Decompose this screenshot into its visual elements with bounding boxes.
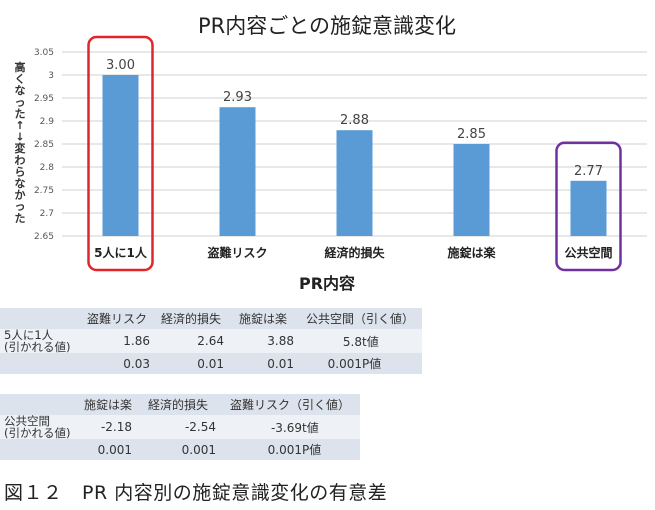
- row-label: 5人に1人 (引かれる値): [0, 329, 80, 353]
- category-label: 経済的損失: [324, 245, 385, 260]
- y-tick-label: 3: [48, 71, 54, 81]
- table-row-t: 公共空間 (引かれる値) -2.18 -2.54 -3.69t値: [0, 415, 360, 439]
- p-value: 0.001: [302, 357, 362, 371]
- t-label: t値: [362, 335, 379, 349]
- t-value-cell: -2.54: [136, 415, 220, 439]
- table-header-cell: 公共空間（引く値）: [298, 308, 422, 329]
- t-value-cell: -2.18: [80, 415, 136, 439]
- value-label: 3.00: [106, 58, 135, 73]
- p-value-cell: 0.001P値: [220, 439, 360, 460]
- t-value-cell: -3.69t値: [220, 415, 360, 439]
- category-label: 公共空間: [564, 245, 612, 260]
- y-tick-label: 2.85: [34, 140, 54, 150]
- value-label: 2.93: [223, 90, 252, 105]
- category-label: 施錠は楽: [447, 245, 496, 260]
- t-value-cell: 5.8t値: [298, 329, 422, 353]
- table-header-cell: [0, 308, 80, 329]
- t-value: 5.8: [302, 335, 362, 349]
- table-header-cell: 盗難リスク: [80, 308, 154, 329]
- t-value-cell: 2.64: [154, 329, 228, 353]
- y-tick-label: 2.95: [34, 94, 54, 104]
- chart-title: PR内容ごとの施錠意識変化: [198, 14, 456, 38]
- p-value-cell: 0.001: [136, 439, 220, 460]
- bars: [103, 75, 607, 236]
- table-header-cell: 盗難リスク（引く値）: [220, 394, 360, 415]
- table-row-p: 0.001 0.001 0.001P値: [0, 439, 360, 460]
- y-tick-label: 2.75: [34, 186, 54, 196]
- table-header-cell: 施錠は楽: [228, 308, 298, 329]
- y-tick-label: 2.9: [40, 117, 55, 127]
- table-header-row: 盗難リスク 経済的損失 施錠は楽 公共空間（引く値）: [0, 308, 422, 329]
- t-value-cell: 1.86: [80, 329, 154, 353]
- y-tick-label: 2.65: [34, 232, 54, 242]
- p-value-cell: 0.01: [154, 353, 228, 374]
- p-value-cell: 0.01: [228, 353, 298, 374]
- table-header-cell: 経済的損失: [136, 394, 220, 415]
- value-label: 2.85: [457, 127, 486, 142]
- ttest-table-koukyoukuukan: 施錠は楽 経済的損失 盗難リスク（引く値） 公共空間 (引かれる値) -2.18…: [0, 394, 360, 460]
- t-value-cell: 3.88: [228, 329, 298, 353]
- ttest-table-5ninni1nin: 盗難リスク 経済的損失 施錠は楽 公共空間（引く値） 5人に1人 (引かれる値)…: [0, 308, 422, 374]
- row-label-line2: (引かれる値): [4, 341, 76, 353]
- table-header-cell: 施錠は楽: [80, 394, 136, 415]
- p-label: P値: [302, 443, 321, 457]
- y-tick-labels: 2.65 2.7 2.75 2.8 2.85 2.9 2.95 3 3.05: [34, 48, 54, 242]
- y-label-char: た: [15, 212, 26, 225]
- value-label: 2.88: [340, 113, 369, 128]
- category-label: 盗難リスク: [207, 245, 267, 260]
- x-axis-label: PR内容: [299, 274, 355, 293]
- table-row-p: 0.03 0.01 0.01 0.001P値: [0, 353, 422, 374]
- p-value-cell: 0.001P値: [298, 353, 422, 374]
- value-label: 2.77: [574, 164, 603, 179]
- bar: [103, 75, 139, 236]
- p-value-cell: 0.001: [80, 439, 136, 460]
- p-value: 0.001: [224, 443, 302, 457]
- row-label: [0, 439, 80, 460]
- t-value: -3.69: [224, 421, 302, 435]
- y-tick-label: 2.8: [40, 163, 55, 173]
- category-labels: 5人に1人 盗難リスク 経済的損失 施錠は楽 公共空間: [94, 245, 612, 260]
- row-label: 公共空間 (引かれる値): [0, 415, 80, 439]
- table-row-t: 5人に1人 (引かれる値) 1.86 2.64 3.88 5.8t値: [0, 329, 422, 353]
- bar: [454, 144, 490, 236]
- y-tick-label: 2.7: [40, 209, 54, 219]
- row-label: [0, 353, 80, 374]
- p-value-cell: 0.03: [80, 353, 154, 374]
- y-tick-label: 3.05: [34, 48, 54, 58]
- figure-caption: 図１２ PR 内容別の施錠意識変化の有意差: [4, 478, 387, 505]
- row-label-line2: (引かれる値): [4, 427, 76, 439]
- table-header-row: 施錠は楽 経済的損失 盗難リスク（引く値）: [0, 394, 360, 415]
- t-label: t値: [302, 421, 319, 435]
- table-header-cell: [0, 394, 80, 415]
- p-label: P値: [362, 357, 381, 371]
- table-header-cell: 経済的損失: [154, 308, 228, 329]
- bar: [220, 107, 256, 236]
- category-label: 5人に1人: [94, 245, 148, 260]
- bar: [571, 181, 607, 236]
- bar: [337, 130, 373, 236]
